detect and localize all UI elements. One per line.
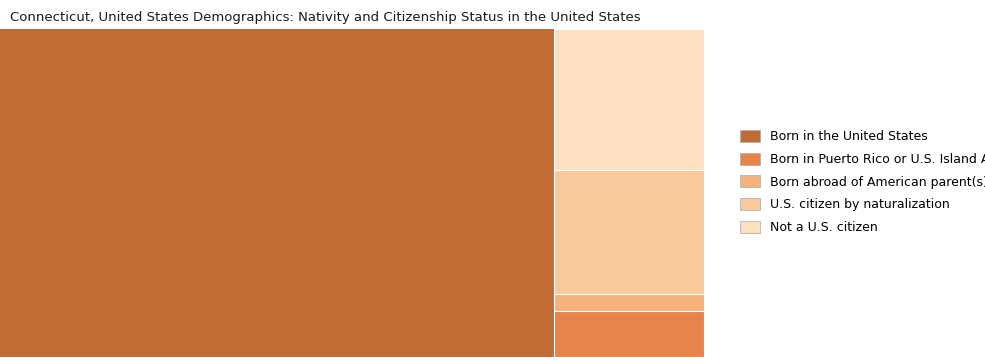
Text: Connecticut, United States Demographics: Nativity and Citizenship Status in the : Connecticut, United States Demographics:… (10, 11, 640, 24)
FancyBboxPatch shape (0, 29, 555, 357)
FancyBboxPatch shape (555, 29, 704, 170)
FancyBboxPatch shape (555, 170, 704, 294)
FancyBboxPatch shape (555, 311, 704, 357)
FancyBboxPatch shape (555, 294, 704, 311)
Legend: Born in the United States, Born in Puerto Rico or U.S. Island Areas, Born abroad: Born in the United States, Born in Puert… (740, 130, 985, 234)
